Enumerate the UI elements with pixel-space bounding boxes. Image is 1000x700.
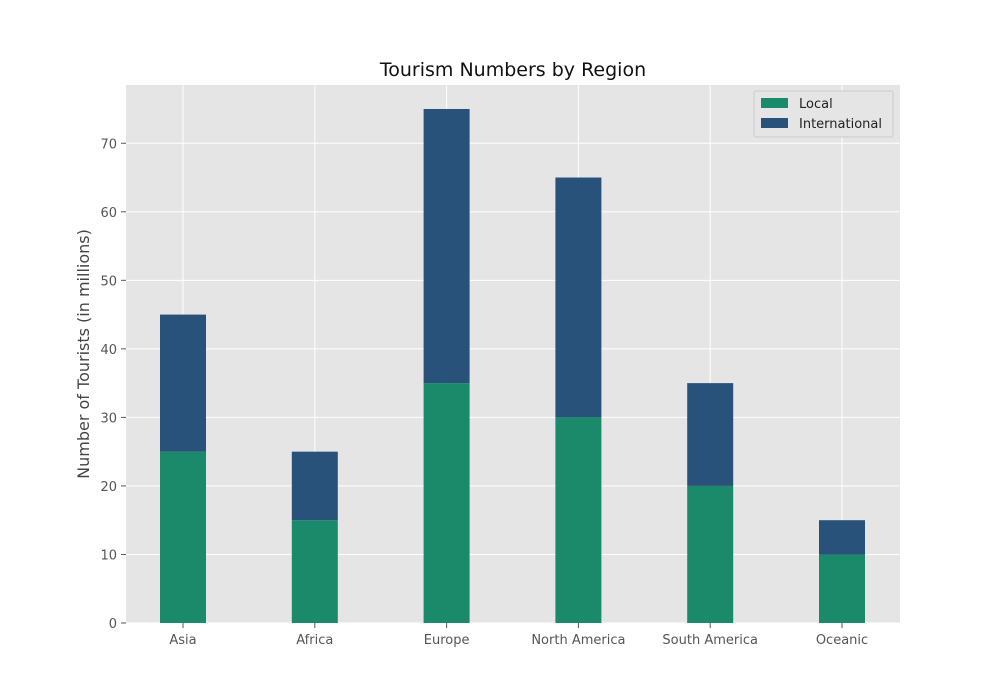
y-tick-label: 70	[100, 137, 117, 152]
y-tick-label: 10	[100, 548, 117, 563]
bar-local	[160, 451, 206, 623]
bar-international	[423, 108, 470, 384]
y-tick-label: 30	[100, 411, 117, 426]
x-tick-label: South America	[662, 633, 758, 648]
bar-local	[687, 485, 734, 623]
legend: Local International	[753, 90, 894, 138]
bar-local	[291, 520, 338, 623]
y-tick-label: 60	[100, 206, 117, 221]
legend-box	[753, 90, 894, 138]
bar-local	[423, 383, 470, 623]
y-axis-label: Number of Tourists (in millions)	[74, 229, 93, 479]
x-tick-label: Oceanic	[816, 633, 868, 648]
x-tick-label: Asia	[169, 633, 196, 648]
bar-international	[687, 383, 734, 486]
bar-local	[819, 554, 865, 623]
legend-swatch-international	[761, 118, 788, 128]
y-tick-label: 20	[100, 480, 117, 495]
bar-international	[160, 314, 206, 452]
y-axis: 0 10 20 30 40 50 60 70	[100, 137, 126, 632]
y-tick-label: 40	[100, 343, 117, 358]
legend-label-international: International	[799, 117, 882, 132]
bar-international	[555, 177, 602, 418]
x-tick-label: Europe	[424, 633, 470, 648]
legend-label-local: Local	[799, 97, 833, 112]
x-tick-label: North America	[531, 633, 625, 648]
x-axis: Asia Africa Europe North America South Ameri…	[169, 623, 868, 648]
chart-title: Tourism Numbers by Region	[379, 59, 646, 81]
bars	[160, 108, 865, 623]
x-tick-label: Africa	[296, 633, 333, 648]
legend-swatch-local	[761, 98, 788, 108]
plot-area	[126, 85, 900, 623]
y-tick-label: 0	[109, 617, 117, 632]
bar-local	[555, 417, 602, 623]
bar-international	[291, 451, 338, 521]
bar-international	[819, 520, 865, 555]
y-tick-label: 50	[100, 274, 117, 289]
